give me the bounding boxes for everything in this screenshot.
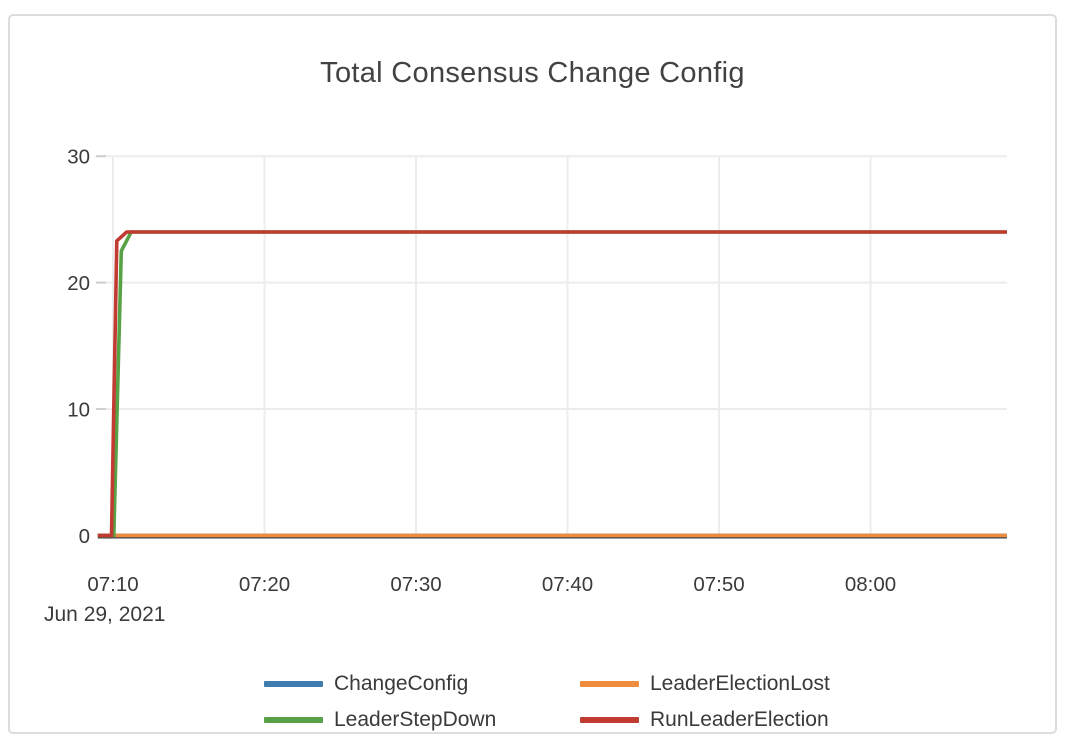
legend-item-label: ChangeConfig [334, 672, 469, 695]
legend: ChangeConfig LeaderElectionLost LeaderStep… [264, 670, 830, 732]
x-tick-label: 08:00 [845, 573, 896, 596]
legend-item-LeaderStepDown[interactable]: LeaderStepDown [264, 706, 580, 732]
x-tick-label: 07:20 [239, 573, 290, 596]
legend-item-RunLeaderElection[interactable]: RunLeaderElection [580, 706, 830, 732]
y-tick-label: 0 [79, 525, 90, 548]
legend-swatch [580, 681, 639, 687]
y-tick-label: 30 [67, 146, 90, 169]
x-tick-label: 07:10 [87, 573, 138, 596]
chart-card: Total Consensus Change Config ChangeConf… [8, 14, 1057, 734]
x-axis-date-label: Jun 29, 2021 [44, 603, 165, 626]
legend-item-LeaderElectionLost[interactable]: LeaderElectionLost [580, 670, 830, 698]
x-tick-label: 07:40 [542, 573, 593, 596]
chart-title: Total Consensus Change Config [320, 57, 745, 89]
legend-swatch [580, 717, 639, 723]
legend-item-label: LeaderStepDown [334, 708, 497, 731]
y-tick-label: 20 [67, 272, 90, 295]
series-line-RunLeaderElection[interactable] [97, 230, 1007, 538]
legend-item-label: RunLeaderElection [650, 708, 829, 731]
legend-item-ChangeConfig[interactable]: ChangeConfig [264, 670, 580, 698]
plot-area[interactable] [98, 150, 1007, 537]
x-tick-label: 07:50 [693, 573, 744, 596]
legend-swatch [264, 717, 323, 723]
legend-swatch [264, 681, 323, 687]
legend-item-label: LeaderElectionLost [650, 672, 830, 695]
y-tick-label: 10 [67, 399, 90, 422]
x-tick-label: 07:30 [390, 573, 441, 596]
